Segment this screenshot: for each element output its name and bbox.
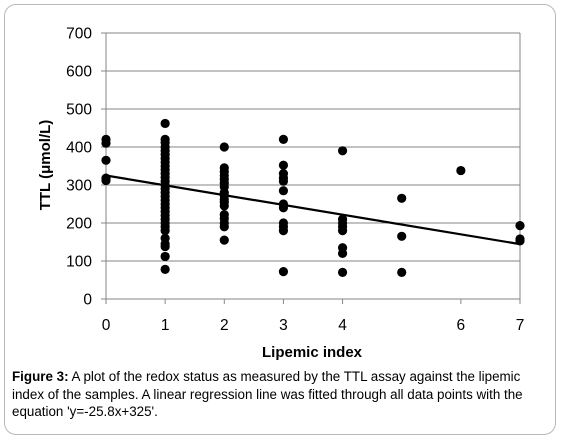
y-tick-label: 700 xyxy=(66,26,92,43)
data-point xyxy=(278,176,289,186)
data-point xyxy=(160,226,170,236)
data-point xyxy=(219,222,229,232)
data-points xyxy=(101,118,525,277)
data-point xyxy=(219,142,229,152)
data-point xyxy=(397,193,407,203)
data-point xyxy=(337,146,348,156)
data-point xyxy=(337,267,348,277)
gridlines xyxy=(106,32,520,262)
x-tick-labels: 0 1 2 3 4 6 7 xyxy=(102,317,525,334)
scatter-chart: 0 100 200 300 400 500 600 700 0 1 2 3 4 6 7 TTL (μmol… xyxy=(37,26,525,361)
figure-frame xyxy=(4,4,556,435)
y-axis-title: TTL (μmol/L) xyxy=(37,120,54,211)
data-point xyxy=(278,267,289,277)
x-tick-label: 2 xyxy=(220,317,229,334)
x-tick-label: 3 xyxy=(279,317,288,334)
x-tick-label: 7 xyxy=(516,317,525,334)
data-point xyxy=(160,251,170,262)
data-point xyxy=(456,165,466,176)
data-point xyxy=(397,267,407,277)
regression-line xyxy=(105,174,521,246)
caption-label: Figure 3: xyxy=(12,369,69,384)
x-tick-label: 0 xyxy=(102,317,111,334)
y-tick-labels: 0 100 200 300 400 500 600 700 xyxy=(66,26,92,309)
data-point xyxy=(278,134,289,144)
y-tick-label: 300 xyxy=(66,178,92,195)
data-point xyxy=(337,226,348,236)
data-point xyxy=(160,118,170,129)
x-tick-label: 4 xyxy=(338,317,347,334)
y-tick-label: 200 xyxy=(66,216,92,233)
data-point xyxy=(278,186,289,196)
figure-caption: Figure 3: A plot of the redox status as … xyxy=(12,368,548,421)
regression-line-group xyxy=(105,174,521,246)
y-tick-label: 500 xyxy=(66,102,92,119)
data-point xyxy=(101,175,111,186)
x-tick-label: 6 xyxy=(457,317,466,334)
data-point xyxy=(337,248,348,258)
data-point xyxy=(219,235,229,245)
data-point xyxy=(160,241,170,252)
x-axis-title: Lipemic index xyxy=(262,344,363,361)
data-point xyxy=(278,160,289,170)
y-tick-label: 100 xyxy=(66,254,92,271)
data-point xyxy=(278,203,289,213)
data-point xyxy=(160,264,170,274)
y-tick-label: 0 xyxy=(83,292,92,309)
data-point xyxy=(101,138,111,148)
axes xyxy=(101,32,521,304)
y-tick-label: 600 xyxy=(66,64,92,81)
data-point xyxy=(515,221,525,231)
data-point xyxy=(278,226,289,236)
x-tick-label: 1 xyxy=(161,317,170,334)
data-point xyxy=(101,155,111,165)
data-point xyxy=(397,231,407,241)
data-point xyxy=(219,201,229,211)
y-tick-label: 400 xyxy=(66,140,92,157)
data-point xyxy=(515,236,525,246)
caption-text: A plot of the redox status as measured b… xyxy=(12,369,523,419)
